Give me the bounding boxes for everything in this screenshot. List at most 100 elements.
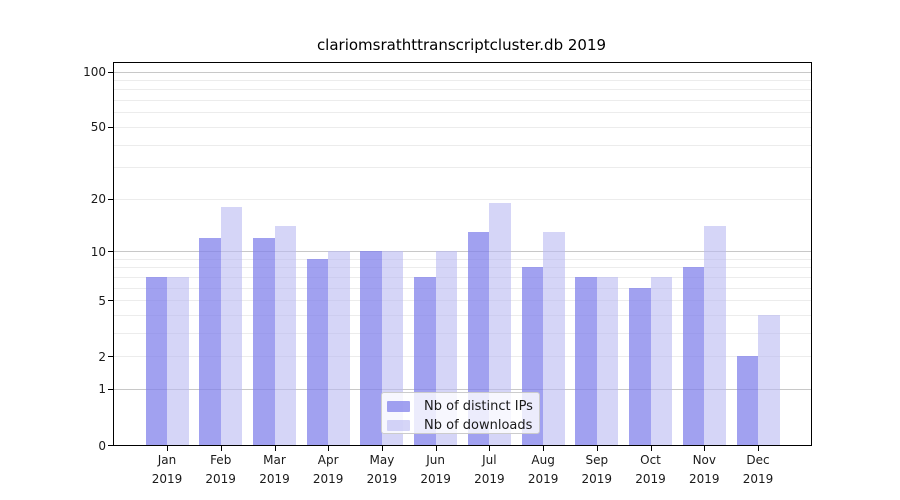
x-tick-month: Nov <box>692 453 716 467</box>
gridline-minor-9 <box>114 258 811 260</box>
y-tick-label-5: 5 <box>98 293 106 308</box>
bar-distinct-ips-feb <box>199 237 221 445</box>
x-tick-label-feb: Feb 2019 <box>189 451 253 488</box>
x-tick-month: Dec <box>746 453 770 467</box>
x-tick-year: 2019 <box>151 471 183 486</box>
legend-item-downloads: Nb of downloads <box>387 417 533 433</box>
bar-distinct-ips-may <box>360 251 382 445</box>
bar-downloads-apr <box>328 251 350 445</box>
gridline-minor-90 <box>114 80 811 81</box>
bar-downloads-feb <box>220 206 243 445</box>
y-tick-label-1: 1 <box>98 382 106 397</box>
gridline-minor-40 <box>114 144 811 146</box>
bar-distinct-ips-jul <box>467 231 490 445</box>
gridline-minor-4 <box>114 314 811 316</box>
gridline-minor-8 <box>114 267 811 269</box>
gridline-major-10 <box>114 251 811 252</box>
x-tick-label-may: May 2019 <box>350 451 414 488</box>
x-tick-may <box>381 446 383 451</box>
x-tick-feb <box>220 446 222 451</box>
gridline-minor-2 <box>114 356 811 358</box>
x-tick-year: 2019 <box>581 471 613 486</box>
x-tick-year: 2019 <box>205 471 236 486</box>
x-tick-dec <box>758 446 759 451</box>
legend-label-distinct-ips: Nb of distinct IPs <box>424 398 533 414</box>
x-tick-month: Oct <box>640 453 661 467</box>
gridline-minor-3 <box>114 332 811 334</box>
gridline-minor-5 <box>114 300 811 301</box>
x-tick-month: Mar <box>263 453 286 467</box>
y-tick-0 <box>108 445 113 446</box>
bar-downloads-jul <box>489 202 511 445</box>
bar-downloads-aug <box>543 231 565 445</box>
legend-swatch-downloads <box>387 419 410 431</box>
x-tick-apr <box>328 446 330 451</box>
gridline-minor-7 <box>114 276 811 278</box>
legend-label-downloads: Nb of downloads <box>424 417 533 433</box>
y-tick-label-10: 10 <box>90 244 106 259</box>
bar-downloads-sep <box>596 276 619 445</box>
x-tick-label-aug: Aug 2019 <box>511 451 575 488</box>
x-tick-month: Feb <box>210 453 232 467</box>
bar-distinct-ips-mar <box>253 237 275 445</box>
bar-distinct-ips-oct <box>629 287 651 445</box>
legend: Nb of distinct IPs Nb of downloads <box>381 392 540 434</box>
x-tick-year: 2019 <box>312 471 344 486</box>
x-tick-label-jan: Jan 2019 <box>135 451 199 488</box>
x-tick-label-dec: Dec 2019 <box>726 451 790 488</box>
y-tick-10 <box>108 251 113 252</box>
bar-distinct-ips-dec <box>736 356 758 445</box>
y-tick-label-0: 0 <box>98 438 106 453</box>
x-tick-jun <box>435 446 437 451</box>
x-tick-year: 2019 <box>420 471 451 486</box>
x-tick-month: May <box>369 453 395 467</box>
x-tick-oct <box>650 446 652 451</box>
bar-downloads-dec <box>758 314 780 445</box>
x-tick-label-sep: Sep 2019 <box>565 451 629 488</box>
gridline-minor-80 <box>114 89 811 91</box>
x-tick-year: 2019 <box>689 471 720 486</box>
legend-swatch-distinct-ips <box>387 400 410 412</box>
bar-distinct-ips-sep <box>575 276 597 445</box>
x-tick-month: Apr <box>317 453 339 467</box>
x-tick-label-jul: Jul 2019 <box>457 451 521 488</box>
y-tick-1 <box>108 388 113 390</box>
x-tick-month: Sep <box>585 453 609 467</box>
x-tick-label-oct: Oct 2019 <box>619 451 683 488</box>
x-tick-nov <box>704 446 706 451</box>
x-tick-year: 2019 <box>635 471 666 486</box>
y-tick-label-100: 100 <box>83 65 106 80</box>
y-tick-100 <box>108 71 113 73</box>
gridline-minor-20 <box>114 198 811 200</box>
x-tick-label-apr: Apr 2019 <box>296 451 360 488</box>
x-tick-jan <box>167 446 168 451</box>
chart-title: clariomsrathttranscriptcluster.db 2019 <box>316 36 607 54</box>
y-tick-label-50: 50 <box>90 120 106 135</box>
y-tick-5 <box>108 300 113 301</box>
y-tick-50 <box>108 126 113 128</box>
x-tick-month: Aug <box>531 453 555 467</box>
bar-downloads-mar <box>274 225 296 445</box>
x-tick-month: Jul <box>482 453 497 467</box>
legend-item-distinct-ips: Nb of distinct IPs <box>387 398 533 414</box>
y-tick-label-20: 20 <box>90 192 106 207</box>
x-tick-year: 2019 <box>742 471 774 486</box>
bar-downloads-nov <box>704 225 726 445</box>
gridline-major-1 <box>114 388 811 390</box>
x-tick-sep <box>596 446 598 451</box>
x-tick-label-nov: Nov 2019 <box>672 451 736 488</box>
y-tick-label-2: 2 <box>98 349 106 364</box>
x-tick-year: 2019 <box>259 471 290 486</box>
gridline-minor-30 <box>114 167 811 169</box>
bar-downloads-jan <box>167 276 189 445</box>
plot-area: 0 1 2 5 10 20 50 100 Jan 2019 Feb 2019 Mar 2019 Apr 201… <box>83 62 812 486</box>
gridline-minor-50 <box>114 126 811 128</box>
gridline-minor-6 <box>114 287 811 289</box>
x-tick-month: Jun <box>426 453 445 467</box>
gridline-minor-70 <box>114 100 811 102</box>
x-tick-month: Jan <box>157 453 177 467</box>
x-tick-aug <box>543 446 545 451</box>
x-tick-jul <box>489 446 491 451</box>
gridline-minor-60 <box>114 112 811 114</box>
